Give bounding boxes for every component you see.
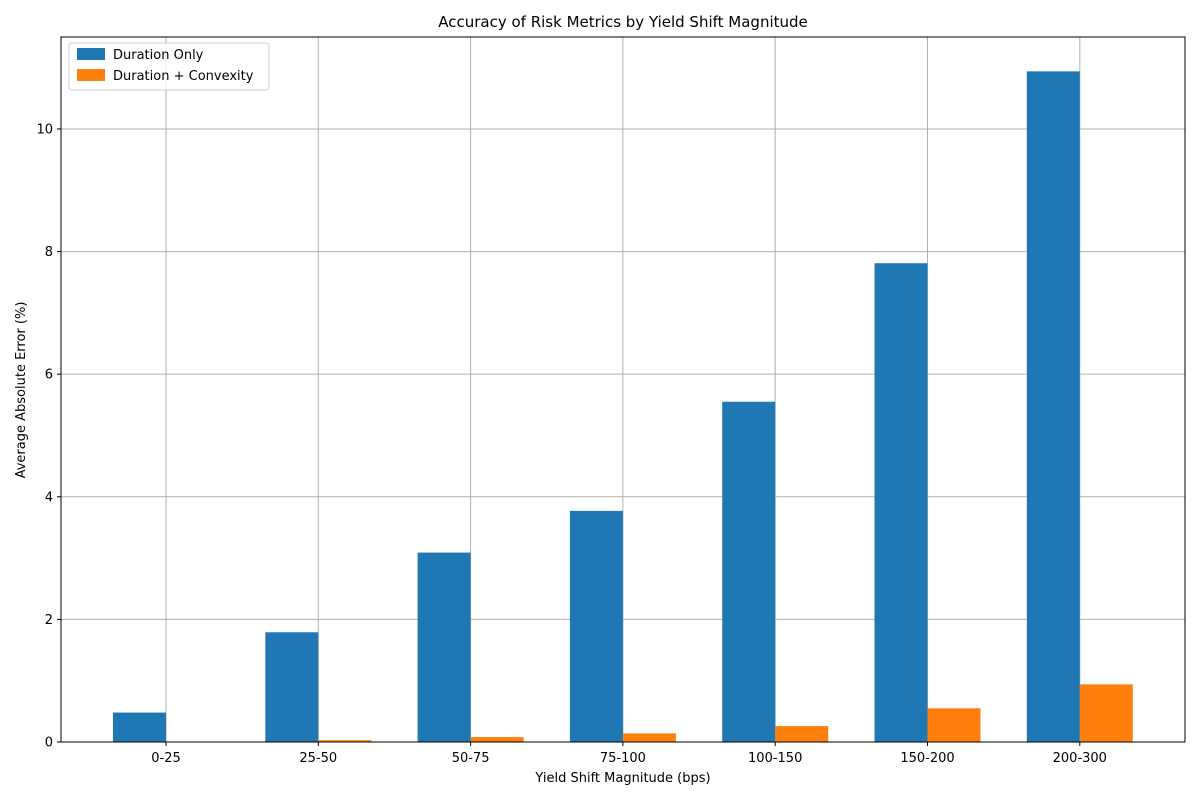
x-tick-label: 75-100 [600,751,646,766]
bar-duration-convexity [775,726,829,742]
legend-swatch-duration-convexity [77,69,105,81]
x-tick-label: 0-25 [151,751,181,766]
bar-duration-only [265,632,319,742]
legend-swatch-duration-only [77,48,105,60]
y-tick-label: 6 [45,368,53,383]
y-tick-label: 2 [45,613,53,628]
x-tick-label: 200-300 [1053,751,1107,766]
x-tick-label: 150-200 [900,751,954,766]
y-tick-label: 8 [45,245,53,260]
legend-label-duration-convexity: Duration + Convexity [113,69,254,84]
bar-duration-convexity [927,708,981,742]
x-tick-label: 100-150 [748,751,802,766]
y-axis-title: Average Absolute Error (%) [14,302,29,479]
bar-duration-only [113,712,166,742]
bar-duration-only [569,510,623,742]
bar-duration-convexity [470,737,524,742]
x-axis-title: Yield Shift Magnitude (bps) [534,771,710,786]
legend: Duration Only Duration + Convexity [68,42,270,91]
x-tick-label: 50-75 [452,751,490,766]
y-tick-label: 0 [45,736,53,751]
legend-label-duration-only: Duration Only [113,48,204,63]
axis-ticks: 0-25 25-50 50-75 75-100 100-150 150-200 200-30… [36,122,1107,766]
bar-duration-only [874,263,928,742]
x-tick-label: 25-50 [299,751,337,766]
bar-duration-only [722,401,776,742]
bar-duration-only [417,552,471,742]
bar-duration-convexity [318,740,372,742]
bar-duration-only [1026,71,1080,742]
bars [113,71,1133,742]
bar-duration-convexity [1079,684,1133,742]
y-tick-label: 10 [36,122,53,137]
y-tick-label: 4 [45,490,53,505]
legend-box [68,42,270,91]
chart-title: Accuracy of Risk Metrics by Yield Shift … [438,13,808,31]
bar-duration-convexity [622,733,676,742]
